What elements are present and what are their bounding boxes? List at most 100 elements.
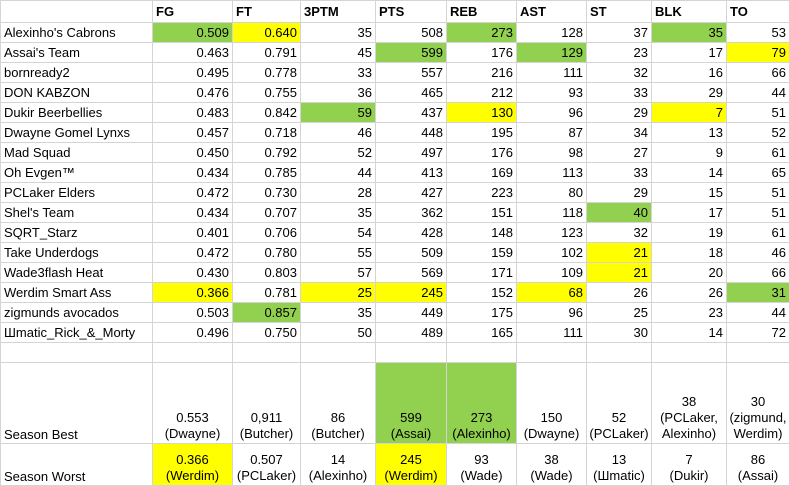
stat-cell: 13 [652, 123, 727, 143]
summary-line: (Wade) [518, 468, 585, 484]
stat-cell: 18 [652, 243, 727, 263]
stat-cell: 46 [727, 243, 789, 263]
stat-cell: 32 [587, 223, 652, 243]
summary-cell: 30(zigmund,Werdim) [727, 363, 789, 444]
stat-cell: 159 [447, 243, 517, 263]
stat-cell: 0.450 [153, 143, 233, 163]
summary-line: 245 [377, 452, 445, 468]
stat-cell: 37 [587, 23, 652, 43]
stat-cell: 55 [301, 243, 376, 263]
team-name: SQRT_Starz [1, 223, 153, 243]
stat-cell: 21 [587, 243, 652, 263]
stat-cell: 66 [727, 63, 789, 83]
stat-cell: 171 [447, 263, 517, 283]
stat-cell: 245 [376, 283, 447, 303]
stat-cell: 0.457 [153, 123, 233, 143]
stat-cell: 52 [301, 143, 376, 163]
stat-cell: 57 [301, 263, 376, 283]
stat-cell: 165 [447, 323, 517, 343]
team-name: DON KABZON [1, 83, 153, 103]
stat-cell: 599 [376, 43, 447, 63]
summary-cell: 0.553(Dwayne) [153, 363, 233, 444]
stat-cell: 33 [587, 163, 652, 183]
stat-cell: 35 [652, 23, 727, 43]
stat-cell: 35 [301, 303, 376, 323]
summary-cell: 0.507(PCLaker) [233, 444, 301, 486]
team-name: Шmatic_Rick_&_Morty [1, 323, 153, 343]
stat-cell: 0.434 [153, 163, 233, 183]
team-name: zigmunds avocados [1, 303, 153, 323]
empty-cell [587, 343, 652, 363]
stat-cell: 0.706 [233, 223, 301, 243]
summary-line: 86 [302, 410, 374, 426]
stat-cell: 102 [517, 243, 587, 263]
stat-cell: 28 [301, 183, 376, 203]
team-name: bornready2 [1, 63, 153, 83]
team-name: Werdim Smart Ass [1, 283, 153, 303]
stat-cell: 72 [727, 323, 789, 343]
empty-cell [652, 343, 727, 363]
stat-cell: 96 [517, 103, 587, 123]
stat-cell: 489 [376, 323, 447, 343]
summary-line: (PCLaker, [653, 410, 725, 426]
stat-cell: 0.785 [233, 163, 301, 183]
column-header: REB [447, 1, 517, 23]
stat-cell: 34 [587, 123, 652, 143]
summary-cell: 0.366(Werdim) [153, 444, 233, 486]
team-name: PCLaker Elders [1, 183, 153, 203]
stat-cell: 17 [652, 203, 727, 223]
stat-cell: 212 [447, 83, 517, 103]
team-name: Wade3flash Heat [1, 263, 153, 283]
summary-line: (Wade) [448, 468, 515, 484]
stat-cell: 0.463 [153, 43, 233, 63]
stat-cell: 0.755 [233, 83, 301, 103]
summary-line: (Butcher) [234, 426, 299, 442]
summary-cell: 86(Assai) [727, 444, 789, 486]
stat-cell: 51 [727, 203, 789, 223]
stat-cell: 21 [587, 263, 652, 283]
stat-cell: 0.781 [233, 283, 301, 303]
empty-cell [233, 343, 301, 363]
stat-cell: 25 [587, 303, 652, 323]
stat-cell: 0.857 [233, 303, 301, 323]
stat-cell: 449 [376, 303, 447, 323]
summary-line: (Dukir) [653, 468, 725, 484]
stat-cell: 51 [727, 103, 789, 123]
stat-cell: 44 [727, 83, 789, 103]
stat-cell: 7 [652, 103, 727, 123]
stat-cell: 508 [376, 23, 447, 43]
stat-cell: 0.503 [153, 303, 233, 323]
stat-cell: 59 [301, 103, 376, 123]
stat-cell: 14 [652, 323, 727, 343]
stat-cell: 569 [376, 263, 447, 283]
summary-line: (Dwayne) [154, 426, 231, 442]
stat-cell: 413 [376, 163, 447, 183]
stat-cell: 273 [447, 23, 517, 43]
column-header: BLK [652, 1, 727, 23]
stat-cell: 51 [727, 183, 789, 203]
stat-cell: 0.434 [153, 203, 233, 223]
column-header: FG [153, 1, 233, 23]
summary-cell: 599(Assai) [376, 363, 447, 444]
stat-cell: 0.401 [153, 223, 233, 243]
summary-line: (Assai) [377, 426, 445, 442]
empty-cell [447, 343, 517, 363]
stat-cell: 0.780 [233, 243, 301, 263]
summary-cell: 86(Butcher) [301, 363, 376, 444]
stat-cell: 9 [652, 143, 727, 163]
team-name: Oh Evgen™ [1, 163, 153, 183]
stat-cell: 109 [517, 263, 587, 283]
summary-line: (Butcher) [302, 426, 374, 442]
summary-line: 14 [302, 452, 374, 468]
summary-line: 0.366 [154, 452, 231, 468]
